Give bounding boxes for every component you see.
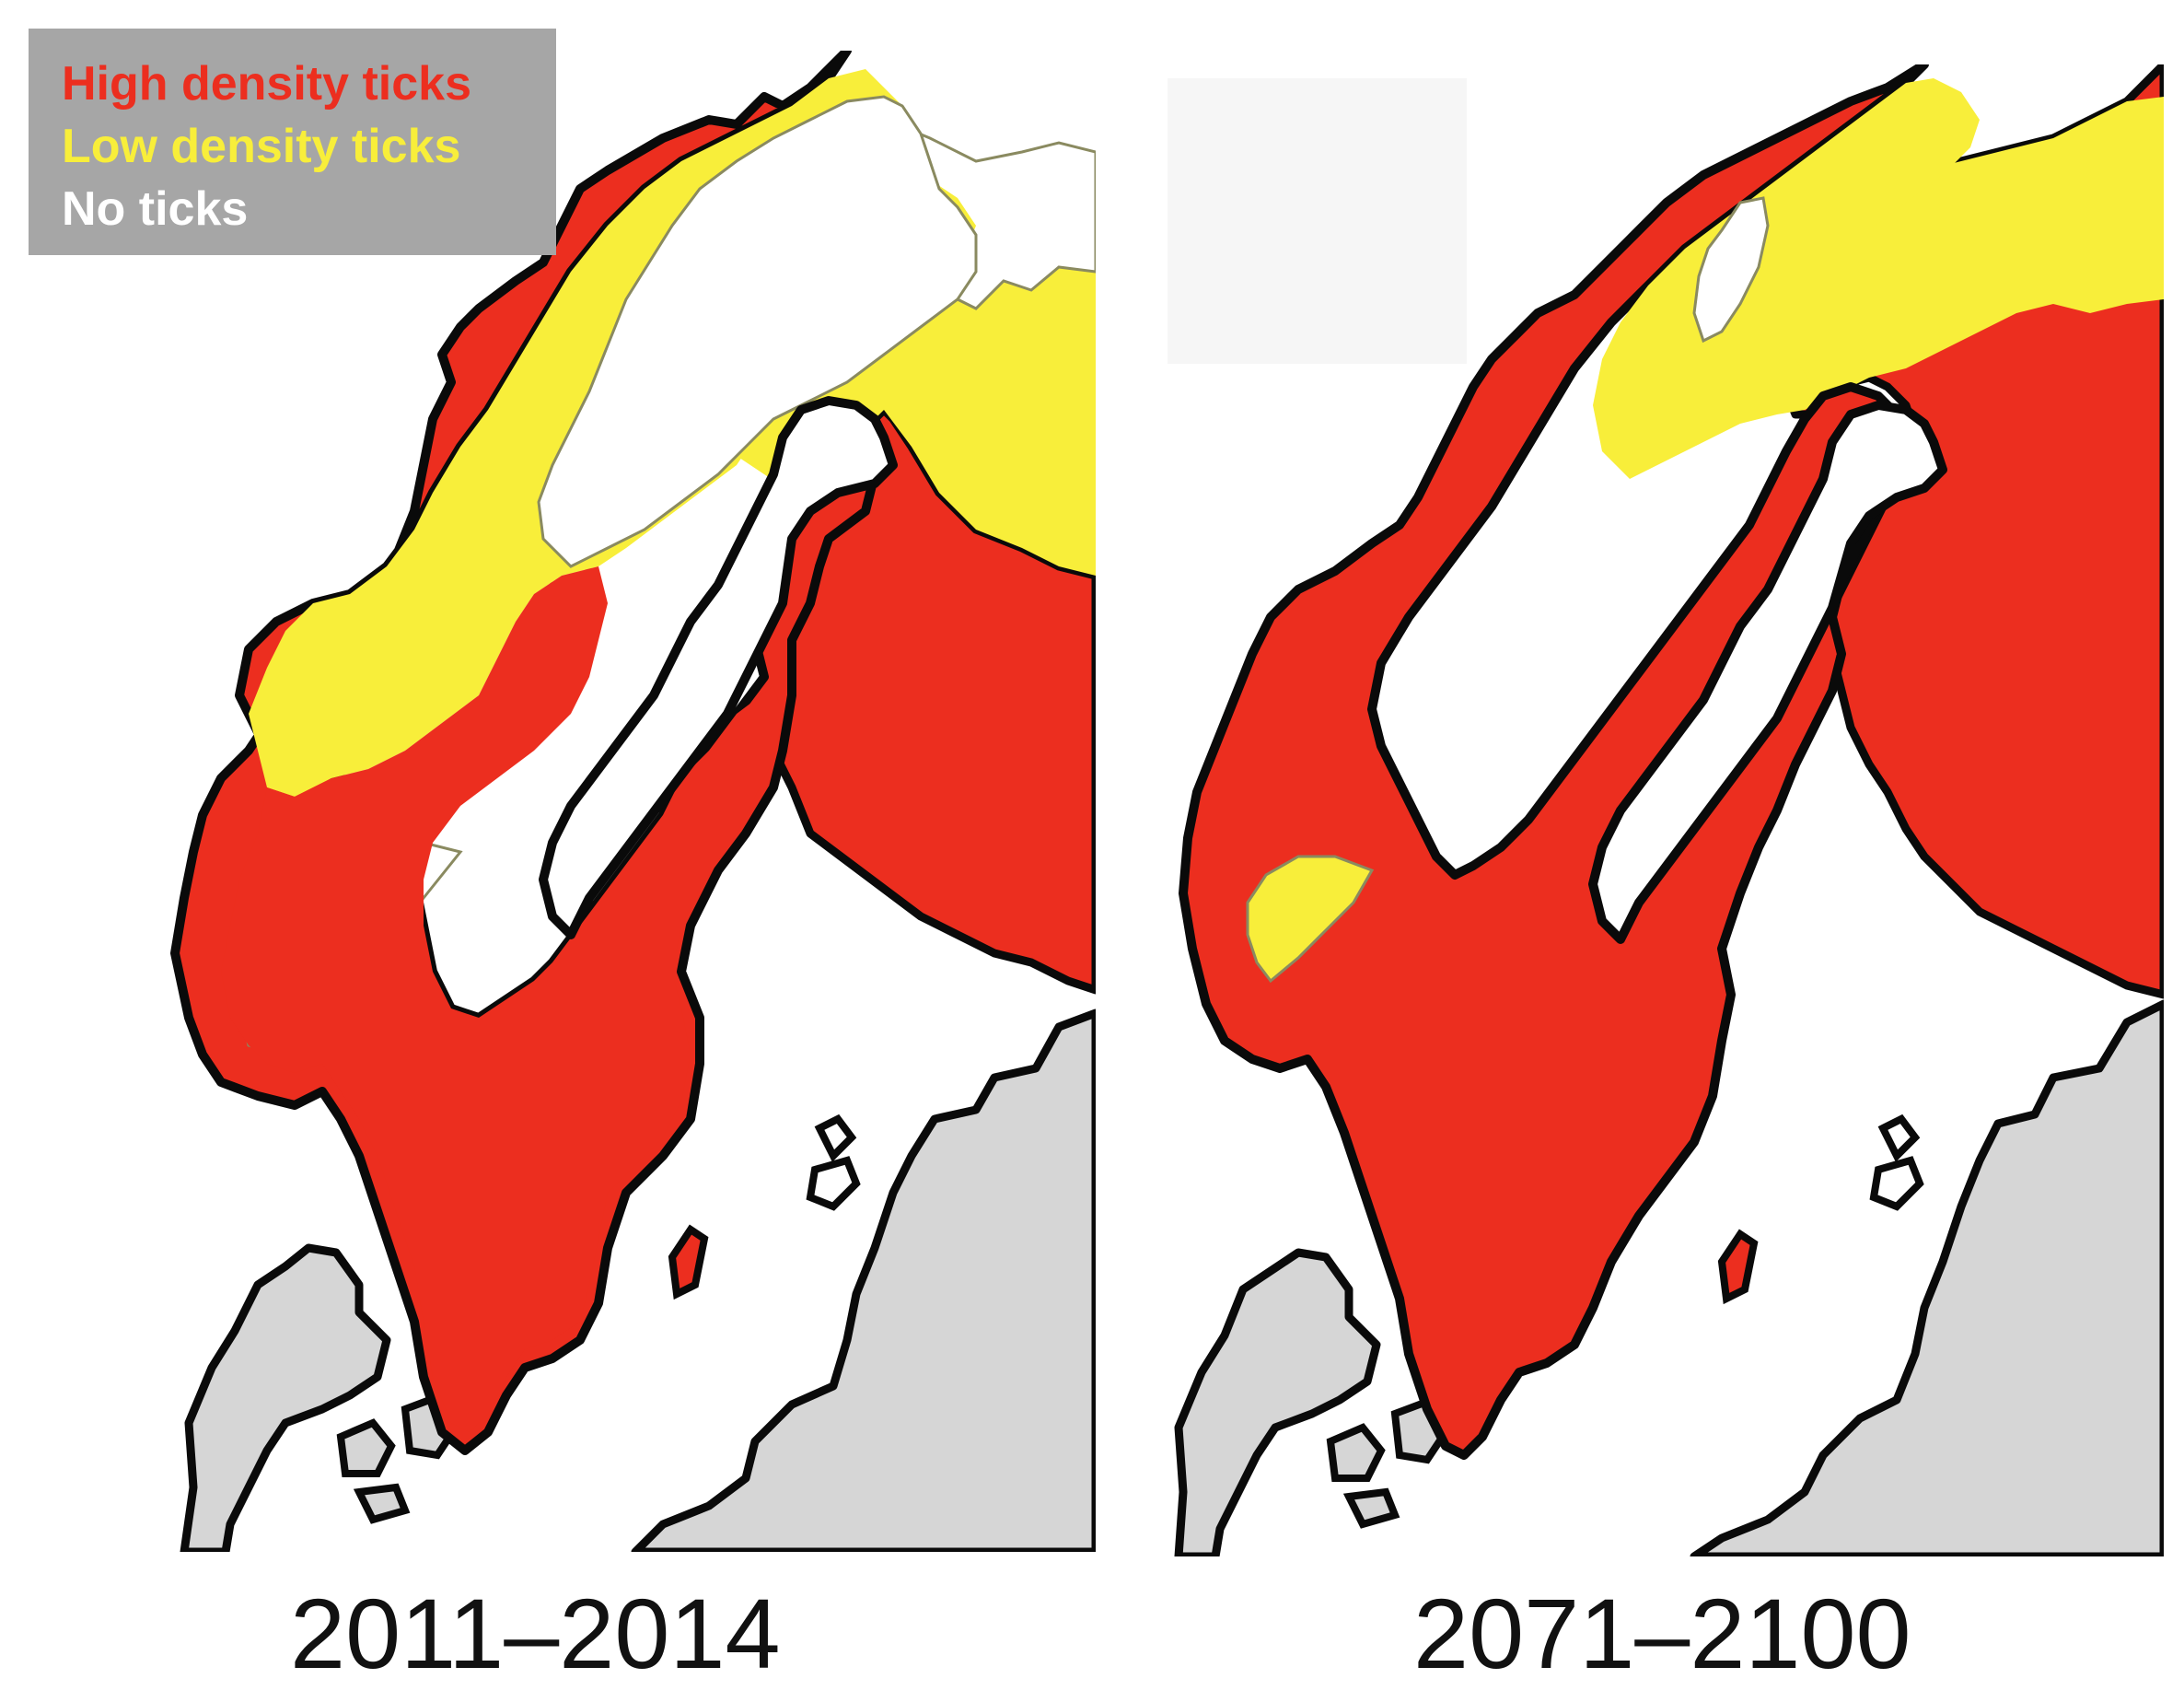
denmark-land xyxy=(1174,1248,1381,1556)
map-panel-2011-2014 xyxy=(147,51,1096,1552)
baltic-island-1 xyxy=(1877,1113,1921,1162)
scandinavia-map-2011-2014 xyxy=(170,51,1096,1552)
baltic-island-2 xyxy=(806,1156,861,1211)
baltic-island-2 xyxy=(1869,1156,1924,1211)
gotland-island xyxy=(1717,1229,1759,1305)
period-label-left: 2011–2014 xyxy=(290,1578,781,1689)
sweden-high-density xyxy=(221,566,783,1432)
north-low-density xyxy=(1593,78,1980,479)
southwest-low-density xyxy=(1246,855,1375,984)
gulf-of-bothnia xyxy=(539,396,898,939)
map-panel-2071-2100 xyxy=(1169,64,2164,1556)
finland-russia-land xyxy=(1690,999,2164,1556)
danish-island-1 xyxy=(336,1418,396,1477)
finland-low-density xyxy=(1777,97,2164,410)
legend-item-low-density: Low density ticks xyxy=(62,120,461,173)
denmark-land xyxy=(180,1243,391,1552)
period-label-right: 2071–2100 xyxy=(1413,1578,1911,1689)
legend-item-no-ticks: No ticks xyxy=(62,182,249,236)
legend: High density ticks Low density ticks No … xyxy=(29,29,556,255)
danish-island-3 xyxy=(353,1483,411,1524)
legend-item-high-density: High density ticks xyxy=(62,57,471,111)
finland-russia-land xyxy=(631,1008,1096,1552)
scandinavia-map-2071-2100 xyxy=(1174,64,2164,1556)
danish-island-3 xyxy=(1342,1487,1400,1529)
gotland-island xyxy=(668,1224,709,1300)
scandinavia-high-density xyxy=(1179,64,1929,1460)
north-no-ticks-region xyxy=(1692,196,1770,344)
faint-background-patch xyxy=(1168,78,1467,364)
baltic-island-1 xyxy=(814,1113,857,1162)
gulf-of-bothnia xyxy=(1588,401,1947,944)
danish-island-1 xyxy=(1326,1423,1386,1482)
north-no-ticks-region xyxy=(537,95,978,568)
